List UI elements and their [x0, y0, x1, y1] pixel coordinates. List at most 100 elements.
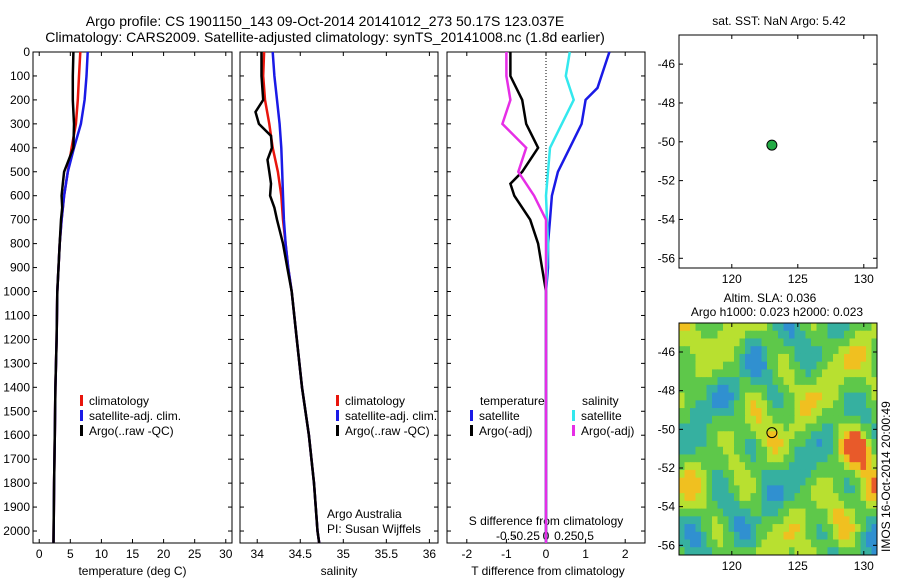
sla-heatmap — [679, 323, 878, 556]
ytick-label: 1900 — [3, 500, 30, 514]
map-frame-1 — [678, 34, 878, 269]
map-ytick-label: -56 — [658, 251, 676, 265]
ytick-label: 1700 — [3, 452, 30, 466]
map-ytick-label: -52 — [658, 461, 676, 475]
map-ytick-label: -56 — [658, 538, 676, 552]
map-ytick-label: -46 — [658, 57, 676, 71]
map-xtick-label: 125 — [788, 272, 808, 286]
xtick-label: 5 — [67, 547, 74, 561]
map-ytick-label: -46 — [658, 345, 676, 359]
xtick-label: 34.5 — [289, 547, 313, 561]
xtick-label: 35.5 — [375, 547, 399, 561]
xtick-label: 35 — [337, 547, 351, 561]
diff-legend-salinity: salinity satellite Argo(-adj) — [572, 394, 634, 439]
map-xtick-label: 130 — [854, 559, 874, 573]
ytick-label: 900 — [10, 261, 30, 275]
ytick-label: 500 — [10, 165, 30, 179]
xaxis-label: T difference from climatology — [471, 564, 625, 578]
xtick-label: 25 — [188, 547, 202, 561]
series-line-argo — [254, 52, 321, 544]
xtick-label: 1 — [582, 547, 589, 561]
ytick-label: 800 — [10, 237, 30, 251]
temperature-legend: climatology satellite-adj. clim. Argo(..… — [80, 394, 181, 439]
map-xtick-label: 120 — [722, 272, 742, 286]
map-xtick-label: 125 — [788, 559, 808, 573]
panel-frame-2 — [239, 51, 439, 544]
profile-title: Argo profile: CS 1901150_143 09-Oct-2014… — [85, 13, 565, 29]
ytick-label: 700 — [10, 213, 30, 227]
climatology-title: Climatology: CARS2009. Satellite-adjuste… — [45, 29, 605, 45]
xtick-label: 20 — [157, 547, 171, 561]
sla-map-title: Altim. SLA: 0.036 — [724, 291, 817, 305]
secondary-xtick-label: 0.25 — [554, 529, 578, 543]
xtick-label: 36 — [423, 547, 437, 561]
note-line2: PI: Susan Wijffels — [327, 522, 421, 536]
xtick-label: 15 — [126, 547, 140, 561]
series-line-sat — [544, 51, 611, 543]
salinity-legend: climatology satellite-adj. clim. Argo(..… — [336, 394, 437, 439]
ytick-label: 1400 — [3, 380, 30, 394]
xtick-label: 0 — [543, 547, 550, 561]
sst-map-title: sat. SST: NaN Argo: 5.42 — [712, 14, 846, 28]
xtick-label: -1 — [501, 547, 512, 561]
map-xtick-label: 120 — [722, 559, 742, 573]
ytick-label: 1300 — [3, 356, 30, 370]
map-ytick-label: -50 — [658, 135, 676, 149]
legend-sat-2: satellite-adj. clim. — [345, 409, 438, 423]
ytick-label: 300 — [10, 117, 30, 131]
ytick-label: 2000 — [3, 524, 30, 538]
legend-sal-argo: Argo(-adj) — [581, 424, 635, 438]
ytick-label: 400 — [10, 141, 30, 155]
ytick-label: 1500 — [3, 404, 30, 418]
legend-swatch-argo — [80, 425, 83, 436]
series-line-argo_s — [500, 52, 548, 543]
map-xtick-label: 130 — [854, 272, 874, 286]
secondary-xtick-label: -0.5 — [496, 529, 517, 543]
legend-swatch-clim — [80, 395, 83, 406]
legend-argo-2: Argo(..raw -QC) — [345, 424, 430, 438]
map-ytick-label: -50 — [658, 422, 676, 436]
legend-sal-title: salinity — [582, 394, 619, 408]
float-position-marker — [766, 427, 778, 439]
xtick-label: 34 — [251, 547, 265, 561]
map-frame-2 — [678, 322, 878, 556]
xtick-label: 30 — [219, 547, 233, 561]
series-line-sat — [52, 51, 89, 544]
legend-argo: Argo(..raw -QC) — [89, 424, 174, 438]
map-ytick-label: -54 — [658, 212, 676, 226]
legend-clim: climatology — [89, 394, 150, 408]
xtick-label: 0 — [36, 547, 43, 561]
map-ytick-label: -48 — [658, 384, 676, 398]
ytick-label: 1100 — [4, 308, 30, 322]
series-line-sat_s — [544, 51, 576, 543]
map-ytick-label: -52 — [658, 174, 676, 188]
legend-temp-argo: Argo(-adj) — [479, 424, 533, 438]
note-line1: Argo Australia — [327, 507, 402, 521]
secondary-xtick-label: -0.25 — [513, 529, 541, 543]
legend-sat: satellite-adj. clim. — [89, 409, 182, 423]
timestamp-text: IMOS 16-Oct-2014 20:00:49 — [879, 401, 893, 552]
ytick-label: 1000 — [3, 285, 30, 299]
height-anomaly-title: Argo h1000: 0.023 h2000: 0.023 — [691, 305, 863, 319]
float-position-marker — [766, 139, 778, 151]
legend-temp-title: temperature — [480, 394, 545, 408]
imos-timestamp: IMOS 16-Oct-2014 20:00:49 — [879, 401, 893, 552]
institution-note: Argo Australia PI: Susan Wijffels — [327, 507, 421, 537]
legend-sal-sat: satellite — [581, 409, 622, 423]
ytick-label: 1200 — [3, 332, 30, 346]
legend-clim-2: climatology — [345, 394, 406, 408]
xaxis-label: salinity — [321, 564, 358, 578]
ytick-label: 200 — [10, 93, 30, 107]
xaxis-label: temperature (deg C) — [78, 564, 186, 578]
series-line-argo — [52, 51, 76, 544]
ytick-label: 100 — [10, 69, 30, 83]
xtick-label: 10 — [95, 547, 109, 561]
panel-frame-1 — [32, 51, 233, 544]
diff-legend-temperature: temperature satellite Argo(-adj) — [470, 394, 545, 439]
xtick-label: 2 — [622, 547, 629, 561]
ytick-label: 600 — [10, 189, 30, 203]
ytick-label: 1800 — [3, 476, 30, 490]
series-line-argo — [508, 52, 548, 543]
map-ytick-label: -48 — [658, 96, 676, 110]
secondary-xtick-label: 0.5 — [577, 529, 594, 543]
